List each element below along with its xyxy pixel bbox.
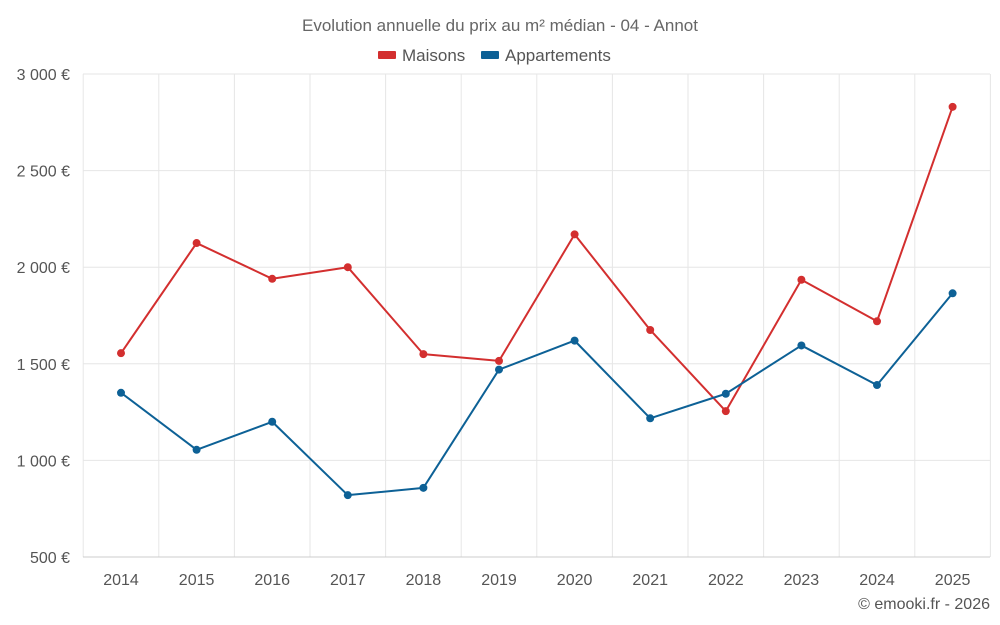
series-line-appartements[interactable] bbox=[120, 292, 954, 497]
x-tick-label: 2016 bbox=[254, 572, 290, 589]
data-point-appartements-2016[interactable] bbox=[268, 417, 277, 426]
y-tick-label: 1 000 € bbox=[17, 453, 70, 470]
y-tick-label: 500 € bbox=[30, 550, 70, 567]
x-tick-label: 2022 bbox=[708, 572, 744, 589]
legend: Maisons Appartements bbox=[378, 46, 611, 65]
x-tick-label: 2015 bbox=[179, 572, 215, 589]
data-point-maisons-2018[interactable] bbox=[419, 350, 428, 359]
y-axis-labels: 500 € 1 000 € 1 500 € 2 000 € 2 500 € 3 000 € bbox=[17, 67, 70, 567]
data-point-maisons-2023[interactable] bbox=[797, 275, 806, 284]
y-tick-label: 2 500 € bbox=[17, 164, 70, 181]
x-tick-label: 2017 bbox=[330, 572, 366, 589]
x-tick-label: 2019 bbox=[481, 572, 517, 589]
x-tick-label: 2020 bbox=[557, 572, 593, 589]
data-point-appartements-2023[interactable] bbox=[797, 341, 806, 350]
data-point-maisons-2021[interactable] bbox=[646, 325, 655, 334]
credit-text[interactable]: © emooki.fr - 2026 bbox=[858, 596, 990, 613]
data-point-maisons-2016[interactable] bbox=[268, 274, 277, 283]
data-point-maisons-2017[interactable] bbox=[343, 263, 352, 272]
x-tick-label: 2018 bbox=[406, 572, 442, 589]
legend-label-appartements[interactable]: Appartements bbox=[505, 46, 611, 65]
x-tick-label: 2024 bbox=[859, 572, 895, 589]
data-point-appartements-2014[interactable] bbox=[117, 388, 125, 397]
data-point-appartements-2025[interactable] bbox=[948, 289, 957, 298]
x-gridlines bbox=[82, 74, 991, 557]
data-point-appartements-2021[interactable] bbox=[646, 414, 655, 423]
data-point-maisons-2014[interactable] bbox=[117, 349, 125, 358]
legend-swatch-appartements bbox=[481, 51, 499, 59]
data-point-appartements-2020[interactable] bbox=[570, 336, 579, 345]
x-tick-label: 2014 bbox=[103, 572, 139, 589]
x-tick-label: 2025 bbox=[935, 572, 971, 589]
chart-title: Evolution annuelle du prix au m² médian … bbox=[302, 16, 698, 35]
data-point-appartements-2015[interactable] bbox=[192, 445, 201, 454]
x-axis-labels: 2014 2015 2016 2017 2018 2019 2020 2021 2022 2023… bbox=[103, 572, 970, 589]
y-tick-label: 1 500 € bbox=[17, 357, 70, 374]
data-point-appartements-2017[interactable] bbox=[343, 491, 352, 500]
legend-label-maisons[interactable]: Maisons bbox=[402, 46, 465, 65]
legend-swatch-maisons bbox=[378, 51, 396, 59]
data-point-appartements-2019[interactable] bbox=[495, 365, 503, 374]
series-group bbox=[117, 102, 957, 500]
data-point-maisons-2024[interactable] bbox=[873, 317, 881, 326]
y-tick-label: 3 000 € bbox=[17, 67, 70, 84]
y-tick-label: 2 000 € bbox=[17, 260, 70, 277]
x-tick-label: 2021 bbox=[632, 572, 668, 589]
data-point-maisons-2022[interactable] bbox=[721, 407, 730, 416]
data-point-maisons-2020[interactable] bbox=[570, 230, 579, 239]
data-point-appartements-2018[interactable] bbox=[419, 483, 428, 492]
x-tick-label: 2023 bbox=[784, 572, 820, 589]
series-line-maisons[interactable] bbox=[120, 106, 954, 413]
data-point-maisons-2015[interactable] bbox=[192, 239, 201, 248]
data-point-maisons-2025[interactable] bbox=[948, 102, 957, 111]
data-point-appartements-2024[interactable] bbox=[873, 381, 881, 390]
data-point-maisons-2019[interactable] bbox=[495, 356, 503, 365]
data-point-appartements-2022[interactable] bbox=[721, 389, 730, 398]
